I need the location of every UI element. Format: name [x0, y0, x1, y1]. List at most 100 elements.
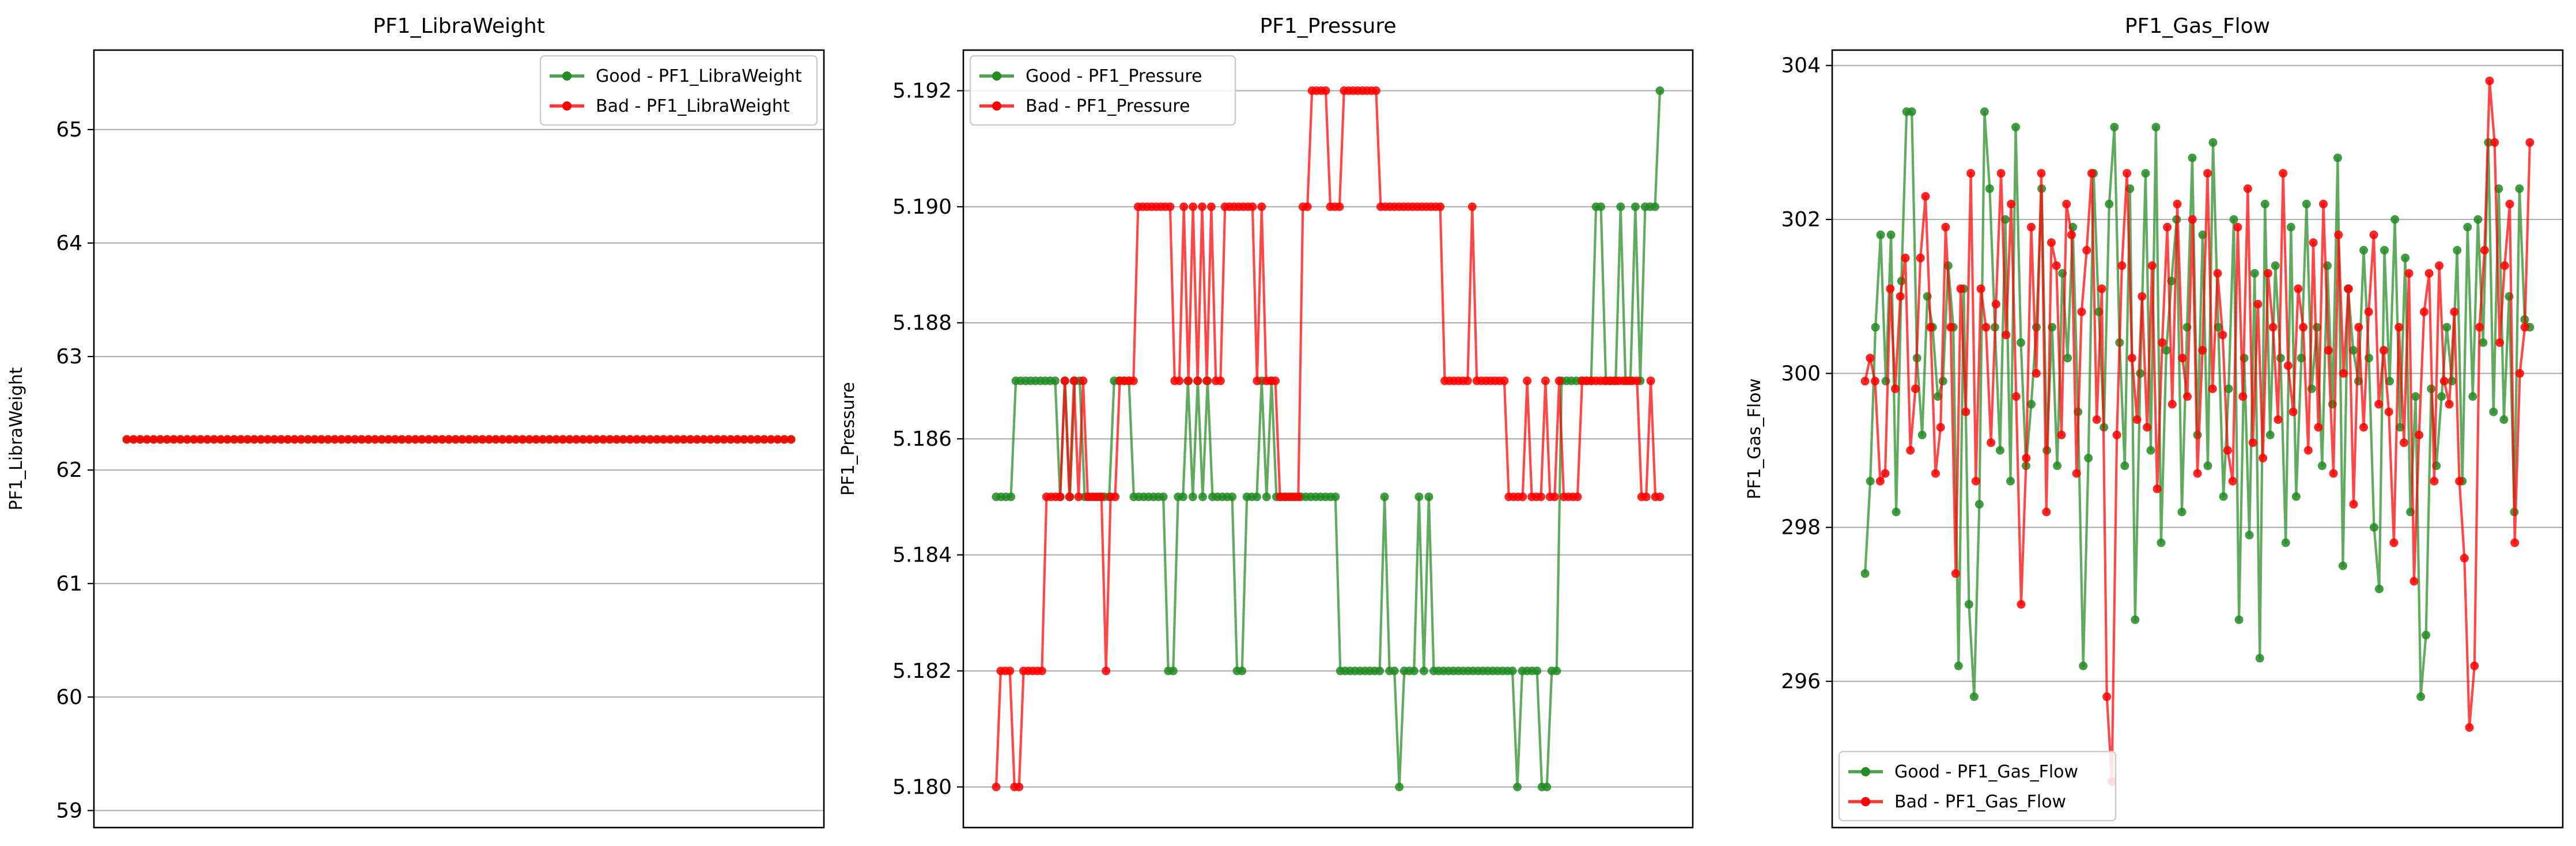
legend-box	[1838, 750, 2117, 822]
y-axis-label: PF1_Pressure	[838, 382, 858, 496]
data-point	[1974, 500, 1984, 509]
data-point	[2123, 169, 2132, 178]
data-point	[1552, 666, 1561, 676]
panel-pressure: PF1_Pressure PF1_Pressure 5.1805.1825.18…	[838, 14, 1694, 829]
data-point	[122, 435, 131, 444]
data-point	[1641, 492, 1651, 502]
data-point	[538, 435, 547, 444]
legend-entry-bad: Bad - PF1_LibraWeight	[550, 96, 790, 116]
data-point	[1616, 202, 1625, 211]
data-point	[2445, 400, 2454, 409]
data-point	[2448, 377, 2457, 386]
data-point	[2213, 269, 2222, 278]
y-tick-label: 64	[56, 232, 82, 255]
data-point	[1886, 230, 1896, 240]
data-point	[2516, 369, 2524, 378]
data-point	[183, 435, 192, 444]
data-point	[1252, 492, 1261, 502]
y-tick-label: 62	[56, 458, 82, 482]
data-point	[1917, 430, 1927, 439]
data-point	[686, 435, 695, 444]
legend: Good - PF1_LibraWeight Bad - PF1_LibraWe…	[539, 55, 818, 126]
data-point	[2163, 222, 2172, 232]
legend-marker-bad	[562, 101, 572, 111]
data-point	[243, 435, 252, 444]
data-point	[2399, 438, 2408, 447]
data-point	[417, 435, 426, 444]
y-tick-label: 300	[1781, 362, 1821, 385]
data-point	[310, 435, 319, 444]
series-layer	[122, 435, 796, 444]
data-point	[1508, 666, 1517, 676]
data-point	[1331, 492, 1340, 502]
data-point	[277, 435, 286, 444]
data-point	[1184, 376, 1193, 385]
data-point	[2500, 261, 2509, 270]
data-point	[1906, 446, 1915, 455]
data-point	[746, 435, 755, 444]
data-point	[1166, 202, 1175, 211]
data-point	[129, 435, 138, 444]
data-point	[1892, 507, 1901, 517]
data-point	[2178, 354, 2187, 363]
data-point	[2042, 507, 2051, 517]
data-point	[1179, 202, 1189, 211]
data-point	[2151, 123, 2161, 132]
y-tick-label: 296	[1781, 670, 1821, 693]
data-point	[404, 435, 413, 444]
data-point	[786, 435, 796, 444]
legend: Good - PF1_Gas_Flow Bad - PF1_Gas_Flow	[1838, 750, 2117, 822]
data-point	[156, 435, 165, 444]
legend-label-bad: Bad - PF1_LibraWeight	[596, 96, 790, 116]
data-point	[2007, 199, 2016, 208]
data-point	[512, 435, 520, 444]
legend-entry-good: Good - PF1_LibraWeight	[550, 66, 802, 86]
data-point	[1981, 323, 1991, 332]
data-point	[2485, 77, 2494, 85]
data-point	[2490, 138, 2499, 147]
legend-label-bad: Bad - PF1_Pressure	[1026, 96, 1190, 116]
data-point	[551, 435, 561, 444]
data-point	[1419, 666, 1428, 676]
data-point	[1253, 376, 1262, 385]
y-tick-label: 5.184	[892, 543, 952, 567]
data-point	[2389, 538, 2399, 547]
data-point	[2344, 284, 2353, 293]
data-point	[545, 435, 554, 444]
data-point	[1097, 492, 1106, 502]
data-point	[1554, 376, 1564, 385]
data-point	[2470, 661, 2479, 670]
data-point	[632, 435, 641, 444]
legend-label-good: Good - PF1_LibraWeight	[596, 66, 802, 86]
data-point	[2120, 461, 2129, 471]
data-point	[1631, 202, 1640, 211]
data-point	[1871, 377, 1879, 386]
data-point	[2369, 230, 2378, 240]
data-point	[2439, 377, 2449, 386]
data-point	[1262, 492, 1271, 502]
data-point	[1597, 202, 1606, 211]
data-point	[1380, 492, 1389, 502]
data-point	[1198, 492, 1207, 502]
data-point	[2198, 346, 2207, 355]
data-point	[297, 435, 306, 444]
data-point	[2370, 523, 2378, 532]
data-point	[176, 435, 185, 444]
data-point	[1206, 202, 1216, 211]
data-point	[1941, 222, 1950, 232]
y-axis-label: PF1_LibraWeight	[6, 367, 27, 510]
data-point	[2158, 338, 2167, 347]
data-point	[720, 435, 728, 444]
data-point	[578, 435, 588, 444]
data-point	[2208, 384, 2217, 393]
data-point	[364, 435, 373, 444]
data-point	[2188, 215, 2197, 224]
data-point	[398, 435, 406, 444]
data-point	[2032, 369, 2041, 378]
data-point	[2435, 261, 2444, 270]
data-point	[2132, 415, 2142, 424]
y-tick-label: 298	[1781, 516, 1821, 540]
data-point	[2489, 407, 2498, 416]
data-point	[1463, 376, 1472, 385]
data-point	[2141, 169, 2150, 178]
